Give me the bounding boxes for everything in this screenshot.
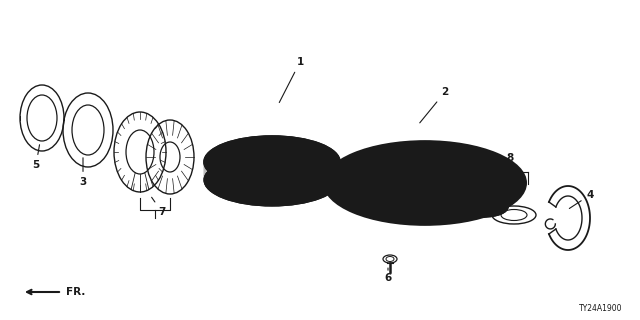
Text: FR.: FR. bbox=[66, 287, 85, 297]
Text: 7: 7 bbox=[152, 197, 166, 217]
Text: 1: 1 bbox=[279, 57, 303, 102]
Text: 2: 2 bbox=[420, 87, 449, 123]
Text: 5: 5 bbox=[33, 145, 40, 170]
Text: 6: 6 bbox=[385, 268, 392, 283]
Ellipse shape bbox=[204, 154, 340, 206]
Text: TY24A1900: TY24A1900 bbox=[579, 304, 622, 313]
Ellipse shape bbox=[323, 140, 527, 226]
Ellipse shape bbox=[460, 197, 508, 217]
Text: 8: 8 bbox=[500, 153, 514, 173]
Text: 4: 4 bbox=[570, 190, 594, 209]
Text: 3: 3 bbox=[79, 158, 86, 187]
Ellipse shape bbox=[204, 136, 340, 188]
